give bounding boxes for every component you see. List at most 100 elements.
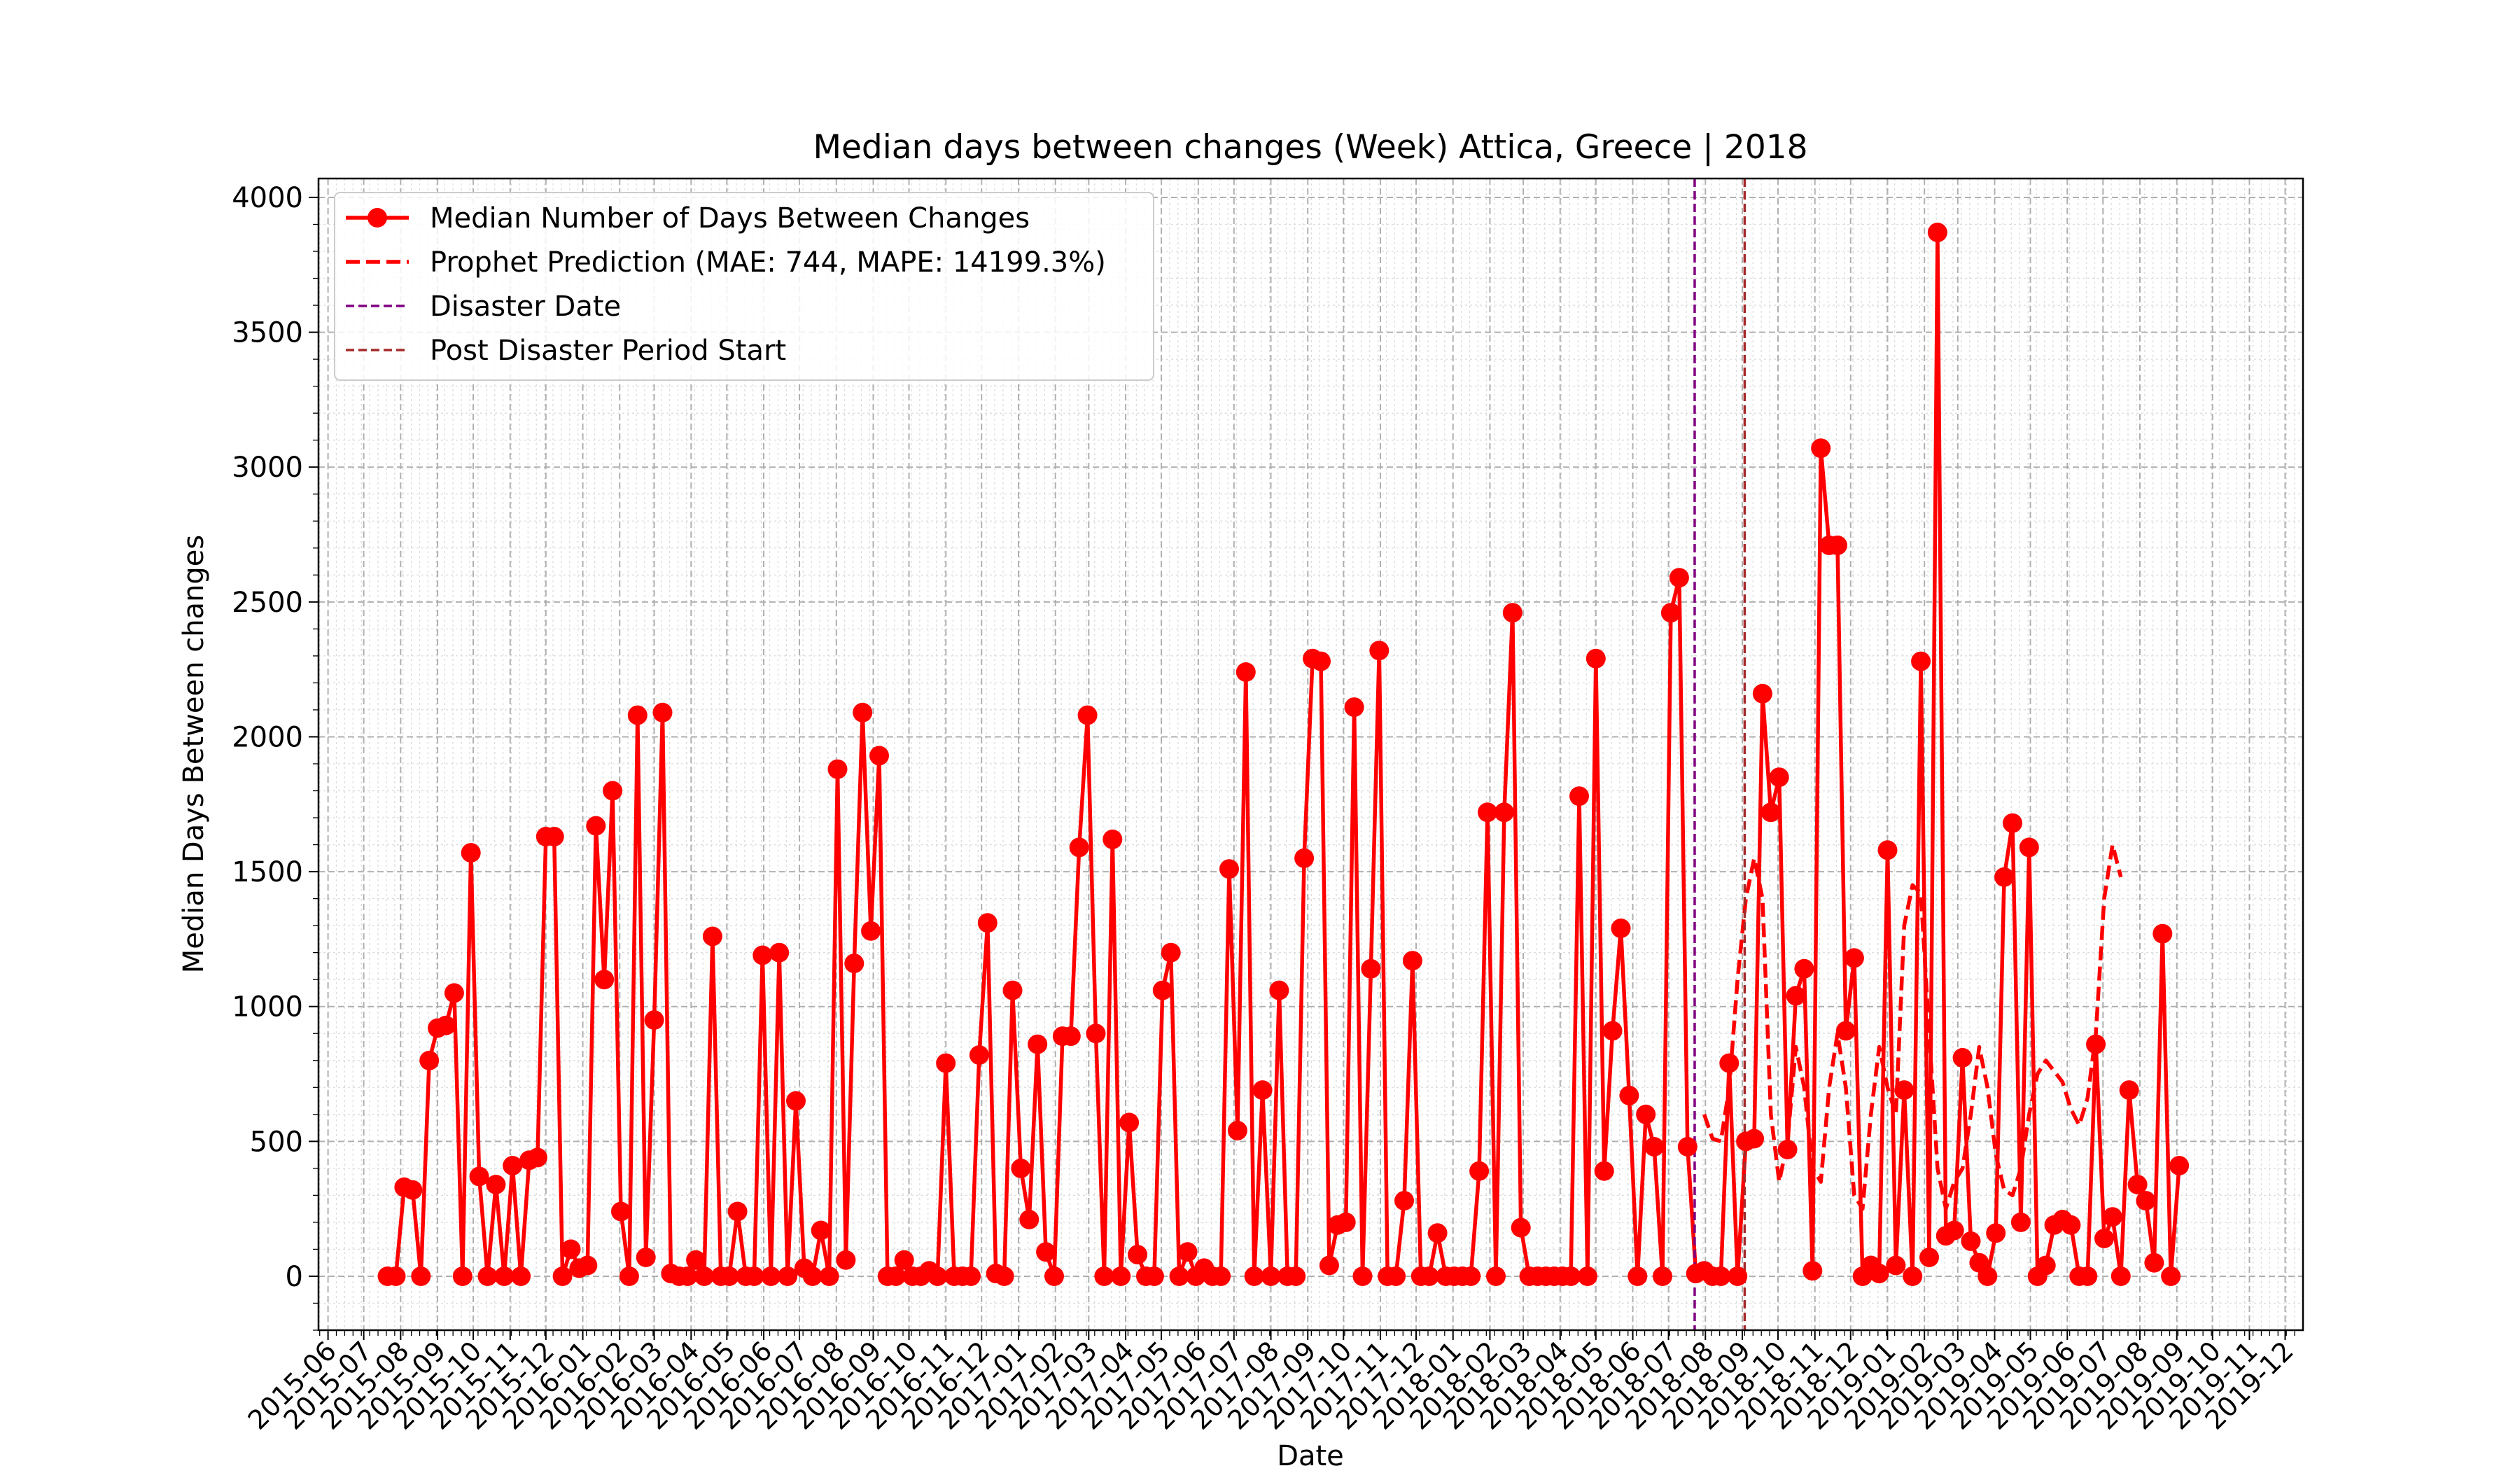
data-point (1427, 1223, 1448, 1243)
data-point (678, 1266, 698, 1286)
data-point (461, 843, 481, 863)
y-tick-label: 2500 (232, 587, 303, 619)
data-point (1594, 1161, 1614, 1181)
data-point (1786, 986, 1806, 1006)
data-point (1844, 948, 1864, 968)
data-point (2152, 923, 2173, 944)
data-point (1128, 1245, 1148, 1265)
data-point (1144, 1266, 1164, 1286)
data-point (2078, 1266, 2098, 1286)
data-point (2019, 837, 2039, 858)
chart-title: Median days between changes (Week) Attic… (813, 128, 1807, 167)
y-tick-label: 3500 (232, 317, 303, 349)
data-point (994, 1266, 1014, 1286)
data-point (1060, 1026, 1081, 1047)
data-point (1660, 603, 1681, 623)
data-point (1169, 1266, 1189, 1286)
data-point (636, 1248, 656, 1267)
data-point (1628, 1266, 1648, 1286)
data-point (586, 816, 606, 836)
data-point (769, 942, 790, 963)
data-point (1994, 867, 2015, 887)
plot-frame (317, 177, 2304, 1332)
data-point (386, 1266, 406, 1286)
legend-label-prediction: Prophet Prediction (MAE: 744, MAPE: 1419… (430, 246, 1106, 279)
data-point (1811, 438, 1831, 459)
data-point (1344, 697, 1364, 718)
data-point (1502, 603, 1522, 623)
data-point (544, 827, 564, 846)
data-point (894, 1250, 914, 1270)
data-point (744, 1266, 764, 1286)
data-point (1894, 1080, 1914, 1101)
data-point (1119, 1112, 1140, 1133)
data-point (1019, 1210, 1040, 1229)
data-point (977, 913, 997, 933)
data-point (1769, 767, 1789, 788)
data-point (1402, 951, 1422, 971)
data-point (786, 1091, 806, 1111)
data-point (836, 1250, 856, 1270)
data-point (411, 1266, 431, 1286)
data-point (1236, 662, 1256, 682)
data-point (927, 1266, 948, 1286)
data-point (1669, 568, 1689, 588)
data-point (1494, 802, 1514, 823)
data-point (1911, 651, 1931, 671)
data-point (1677, 1137, 1698, 1157)
data-point (1361, 958, 1381, 979)
data-point (1886, 1255, 1906, 1276)
data-point (1752, 683, 1772, 704)
data-point (1294, 848, 1315, 868)
data-point (1869, 1264, 1889, 1284)
data-point (2102, 1207, 2122, 1227)
data-point (1211, 1266, 1231, 1286)
data-point (752, 945, 773, 965)
data-point (1486, 1266, 1506, 1286)
data-point (1961, 1231, 1981, 1251)
data-point (819, 1266, 839, 1286)
data-point (2010, 1212, 2031, 1232)
data-point (1977, 1266, 1998, 1286)
data-point (1028, 1034, 1048, 1054)
legend: Median Number of Days Between Changes Pr… (334, 192, 1154, 381)
data-point (561, 1239, 581, 1259)
data-point (2086, 1034, 2106, 1054)
data-point (1227, 1120, 1247, 1140)
data-point (1711, 1266, 1731, 1286)
data-point (1927, 223, 1947, 242)
data-point (1094, 1266, 1114, 1286)
data-point (1069, 837, 1089, 858)
y-tick-label: 500 (250, 1126, 303, 1158)
data-point (1419, 1266, 1439, 1286)
data-point (2119, 1080, 2139, 1101)
data-point (1478, 802, 1497, 823)
data-point (1719, 1053, 1740, 1073)
data-point (2110, 1266, 2131, 1286)
legend-label-post-disaster: Post Disaster Period Start (430, 335, 786, 367)
prediction-line (1702, 842, 2123, 1211)
data-point (1102, 829, 1123, 849)
data-point (603, 781, 623, 801)
y-tick-label: 1000 (232, 991, 303, 1024)
data-point (1903, 1266, 1923, 1286)
data-point (1728, 1266, 1748, 1286)
data-point (1086, 1024, 1106, 1044)
data-point (486, 1175, 506, 1194)
data-point (1461, 1266, 1481, 1286)
data-point (1244, 1266, 1264, 1286)
data-point (811, 1220, 831, 1241)
data-point (1919, 1248, 1939, 1267)
data-point (1152, 980, 1172, 1000)
data-point (444, 983, 464, 1003)
data-point (1835, 1021, 1856, 1041)
data-point (611, 1201, 631, 1222)
data-point (2169, 1156, 2190, 1175)
data-point (694, 1266, 714, 1286)
data-point (594, 970, 615, 990)
data-point (1944, 1220, 1964, 1241)
legend-marker-observed (368, 208, 387, 228)
data-point (1644, 1137, 1665, 1157)
data-point (436, 1015, 456, 1035)
